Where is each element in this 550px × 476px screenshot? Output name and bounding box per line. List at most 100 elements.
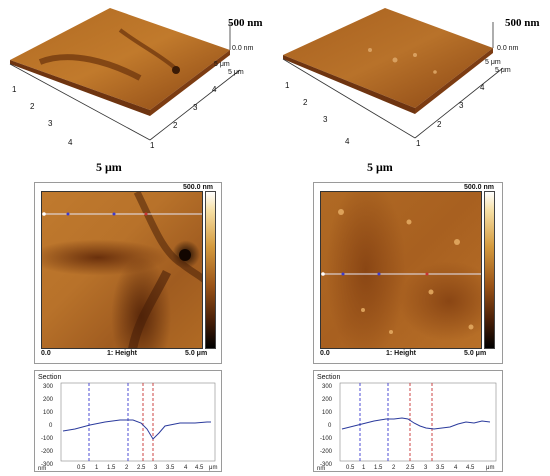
y-tick: 300 (43, 384, 54, 390)
cursor-marker[interactable] (112, 212, 116, 216)
left-tick-3: 3 (323, 115, 328, 124)
left-tick-2: 2 (30, 102, 35, 111)
x-tick: 1.5 (374, 465, 383, 471)
surface-side-front (10, 60, 150, 116)
scale-max-label: 500.0 nm (464, 184, 494, 191)
xy-size-label: 5 μm (96, 160, 122, 174)
right-3d-surface: 1 2 3 4 1 2 3 4 0.0 nm 5 μm 5 μm (282, 8, 519, 148)
x-tick: 2.5 (406, 465, 415, 471)
cursor-marker[interactable] (377, 272, 381, 276)
right-tick-3: 3 (459, 101, 464, 110)
height-color-scale (205, 191, 216, 349)
left-tick-4: 4 (345, 137, 350, 146)
z-max-label: 500 nm (228, 17, 263, 29)
x-tick: 1 (362, 465, 366, 471)
left-tick-3: 3 (48, 119, 53, 128)
cursor-marker[interactable] (425, 272, 429, 276)
x-start-label: 0.0 (320, 350, 330, 357)
x-tick: 3 (424, 465, 428, 471)
surface-top (10, 8, 230, 110)
y-tick: -300 (41, 462, 54, 468)
x-start-label: 0.0 (41, 350, 51, 357)
axis-near-label: 5 μm (228, 69, 244, 76)
height-profile-line (62, 419, 211, 440)
z-zero-label: 0.0 nm (232, 45, 254, 52)
cursor-marker[interactable] (144, 212, 148, 216)
y-tick: 0 (328, 423, 332, 429)
y-tick: 100 (322, 410, 333, 416)
xy-size-label: 5 μm (367, 160, 393, 174)
x-tick: 4.5 (195, 465, 204, 471)
left-3d-surface-panel: 1 2 3 4 1 2 3 4 0.0 nm 5 μm 5 μm 500 nm … (0, 0, 275, 180)
y-unit: nm (38, 466, 46, 471)
z-max-label: 500 nm (505, 17, 540, 29)
section-title: Section (38, 374, 61, 381)
left-tick-4: 4 (68, 138, 73, 147)
x-tick: 4 (184, 465, 188, 471)
left-section-chart: Section 300 200 100 0 -100 -200 -300 0.5… (38, 374, 217, 472)
y-tick: 100 (43, 410, 54, 416)
right-tick-4: 4 (212, 85, 217, 94)
x-tick: 2 (392, 465, 396, 471)
right-tick-4: 4 (480, 83, 485, 92)
left-section-panel: Section 300 200 100 0 -100 -200 -300 0.5… (34, 370, 222, 472)
y-tick: -300 (320, 462, 333, 468)
surface-side-right (150, 50, 230, 116)
pit-feature (172, 66, 180, 74)
x-tick: 1.5 (107, 465, 116, 471)
right-2d-image-panel: 500.0 nm 0.0 1: Height 5.0 μm (313, 182, 503, 364)
right-3d-surface-panel: 1 2 3 4 1 2 3 4 0.0 nm 5 μm 5 μm 500 nm … (275, 0, 550, 180)
x-tick: 0.5 (77, 465, 86, 471)
y-unit: nm (317, 466, 325, 471)
surface-top (283, 8, 493, 108)
left-height-image (41, 191, 203, 349)
x-tick: 2.5 (137, 465, 146, 471)
y-tick: -100 (320, 436, 333, 442)
height-color-scale (484, 191, 495, 349)
y-tick: 200 (322, 397, 333, 403)
x-tick: 2 (125, 465, 129, 471)
y-tick: 0 (49, 423, 53, 429)
x-tick: 1 (95, 465, 99, 471)
x-end-label: 5.0 μm (464, 350, 487, 357)
y-tick: 200 (43, 397, 54, 403)
z-zero-label: 0.0 nm (497, 45, 519, 52)
axis-far-label: 5 μm (214, 61, 230, 68)
surface-side-right (415, 48, 493, 114)
right-tick-3: 3 (193, 103, 198, 112)
section-title: Section (317, 374, 340, 381)
x-tick: 3 (154, 465, 158, 471)
cursor-marker[interactable] (66, 212, 70, 216)
axis-near-label: 5 μm (495, 67, 511, 74)
y-tick: -200 (320, 449, 333, 455)
left-tick-1: 1 (285, 81, 290, 90)
scale-max-label: 500.0 nm (183, 184, 213, 191)
y-tick: -100 (41, 436, 54, 442)
right-section-panel: Section 300 200 100 0 -100 -200 -300 0.5… (313, 370, 503, 472)
axis-far-label: 5 μm (485, 59, 501, 66)
x-unit: μm (209, 465, 217, 471)
x-tick: 3.5 (436, 465, 445, 471)
x-tick: 4 (454, 465, 458, 471)
y-tick: -200 (41, 449, 54, 455)
right-height-image (320, 191, 482, 349)
surface-side-front (283, 55, 415, 114)
x-unit: μm (486, 465, 494, 471)
x-tick: 4.5 (466, 465, 475, 471)
right-tick-2: 2 (437, 120, 442, 129)
x-tick: 3.5 (166, 465, 175, 471)
channel-label: 1: Height (107, 350, 137, 357)
y-tick: 300 (322, 384, 333, 390)
right-tick-2: 2 (173, 121, 178, 130)
right-tick-1: 1 (416, 139, 421, 148)
channel-label: 1: Height (386, 350, 416, 357)
height-profile-line (341, 417, 491, 430)
right-tick-1: 1 (150, 141, 155, 150)
left-tick-2: 2 (303, 98, 308, 107)
x-end-label: 5.0 μm (185, 350, 208, 357)
cursor-marker[interactable] (341, 272, 345, 276)
left-3d-surface: 1 2 3 4 1 2 3 4 0.0 nm 5 μm 5 μm (9, 8, 254, 150)
x-tick: 0.5 (346, 465, 355, 471)
left-2d-image-panel: 500.0 nm 0.0 1: Height 5.0 μm (34, 182, 222, 364)
right-section-chart: Section 300 200 100 0 -100 -200 -300 0.5… (317, 374, 497, 472)
